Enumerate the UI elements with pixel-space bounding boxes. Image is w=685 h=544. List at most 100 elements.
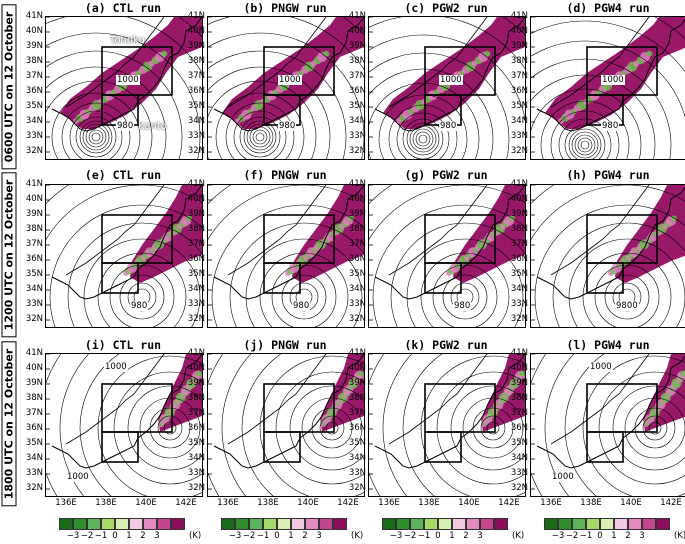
kanto-box bbox=[263, 431, 301, 463]
map-canvas bbox=[531, 185, 685, 327]
colorbar-swatch bbox=[319, 518, 333, 530]
pressure-contour bbox=[49, 204, 202, 327]
pressure-contour bbox=[396, 112, 450, 159]
pressure-contour bbox=[46, 32, 201, 159]
latitude-label: 32N bbox=[25, 483, 43, 493]
coastline bbox=[213, 354, 364, 469]
map-canvas bbox=[46, 185, 202, 327]
latitude-label: 32N bbox=[348, 483, 366, 493]
contour-label: 980 bbox=[601, 121, 620, 131]
longitude-label: 138E bbox=[580, 498, 602, 508]
latitude-label: 39N bbox=[187, 209, 205, 219]
pressure-contour bbox=[420, 355, 525, 496]
latitude-label: 35N bbox=[510, 438, 528, 448]
pressure-contour bbox=[412, 128, 434, 150]
latitude-label: 33N bbox=[187, 468, 205, 478]
pressure-contour bbox=[486, 421, 500, 435]
coastline bbox=[536, 186, 685, 300]
pressure-contour bbox=[582, 355, 685, 496]
pressure-contour bbox=[109, 264, 175, 327]
pressure-contour bbox=[46, 80, 153, 159]
colorbar-swatch bbox=[424, 518, 438, 530]
pressure-contour bbox=[208, 50, 347, 159]
panel-title: (e) CTL run bbox=[84, 168, 162, 182]
coastline bbox=[213, 185, 364, 300]
latitude-label: 34N bbox=[510, 116, 528, 126]
contour-label: 1000 bbox=[116, 75, 140, 85]
kanto-box bbox=[101, 262, 139, 294]
pressure-contour bbox=[325, 421, 339, 435]
panel-title: (c) PGW2 run bbox=[404, 1, 488, 15]
colorbar-swatch bbox=[129, 518, 143, 530]
map-panel: 980 bbox=[207, 184, 365, 328]
colorbar-swatch bbox=[59, 518, 73, 530]
map-panel: 1000 1000 bbox=[45, 353, 203, 497]
latitude-label: 36N bbox=[510, 86, 528, 96]
longitude-label: 140E bbox=[458, 498, 480, 508]
coastline-inner bbox=[388, 354, 488, 445]
pressure-contour bbox=[241, 354, 282, 496]
coastline-inner bbox=[550, 17, 650, 108]
pressure-contour bbox=[281, 274, 327, 320]
pressure-contour bbox=[406, 122, 440, 156]
colorbar-swatch bbox=[494, 518, 508, 530]
map-panel: 1000 980 bbox=[530, 16, 685, 160]
longitude-label: 138E bbox=[418, 498, 440, 508]
kanto-box bbox=[101, 431, 139, 463]
latitude-label: 38N bbox=[348, 56, 366, 66]
latitude-label: 37N bbox=[348, 71, 366, 81]
colorbar-tick: 1 bbox=[449, 531, 455, 541]
latitude-label: 34N bbox=[25, 284, 43, 294]
tohoku-label: Tohoku bbox=[110, 35, 145, 46]
latitude-label: 39N bbox=[25, 209, 43, 219]
pressure-contour bbox=[531, 88, 642, 159]
pressure-contour bbox=[531, 20, 685, 73]
latitude-label: 34N bbox=[187, 453, 205, 463]
coastline-inner bbox=[388, 17, 488, 108]
pressure-contour bbox=[418, 134, 428, 144]
longitude-label: 136E bbox=[540, 498, 562, 508]
colorbar-tick: −2 bbox=[403, 531, 417, 541]
contour-label: 980 bbox=[278, 121, 297, 131]
pressure-contour bbox=[233, 110, 287, 159]
pressure-contour bbox=[402, 354, 443, 496]
pressure-contour bbox=[648, 421, 662, 435]
pressure-contour bbox=[564, 124, 606, 159]
latitude-label: 34N bbox=[348, 116, 366, 126]
latitude-label: 39N bbox=[187, 41, 205, 51]
kanto-box bbox=[424, 431, 462, 463]
colorbar-tick: 1 bbox=[126, 531, 132, 541]
latitude-label: 41N bbox=[25, 11, 43, 21]
latitude-label: 40N bbox=[510, 26, 528, 36]
latitude-label: 32N bbox=[187, 483, 205, 493]
colorbar-tick: 2 bbox=[302, 531, 308, 541]
map-canvas bbox=[369, 354, 525, 496]
contour-label: 1000 bbox=[104, 362, 128, 372]
pressure-contour bbox=[531, 40, 685, 118]
pressure-contour bbox=[612, 385, 685, 471]
pressure-contour bbox=[534, 204, 685, 327]
pressure-contour bbox=[46, 66, 167, 159]
kanto-label: Kanto bbox=[138, 121, 167, 132]
panel-title: (d) PGW4 run bbox=[566, 1, 650, 15]
colorbar-swatch bbox=[396, 518, 410, 530]
colorbar bbox=[544, 518, 670, 530]
pressure-contour bbox=[259, 355, 364, 496]
latitude-label: 41N bbox=[348, 179, 366, 189]
colorbar-swatch bbox=[291, 518, 305, 530]
pressure-contour bbox=[436, 371, 525, 485]
colorbar-tick: 3 bbox=[477, 531, 483, 541]
pressure-contour bbox=[211, 204, 364, 327]
latitude-label: 38N bbox=[187, 393, 205, 403]
longitude-label: 136E bbox=[217, 498, 239, 508]
pressure-contour bbox=[75, 116, 117, 158]
latitude-label: 40N bbox=[187, 194, 205, 204]
latitude-label: 33N bbox=[25, 468, 43, 478]
latitude-label: 39N bbox=[187, 378, 205, 388]
colorbar-tick: −3 bbox=[66, 531, 80, 541]
anomaly-speckle bbox=[671, 215, 677, 222]
map-canvas bbox=[46, 17, 202, 159]
colorbar-swatch bbox=[614, 518, 628, 530]
latitude-label: 32N bbox=[25, 146, 43, 156]
latitude-label: 38N bbox=[510, 56, 528, 66]
